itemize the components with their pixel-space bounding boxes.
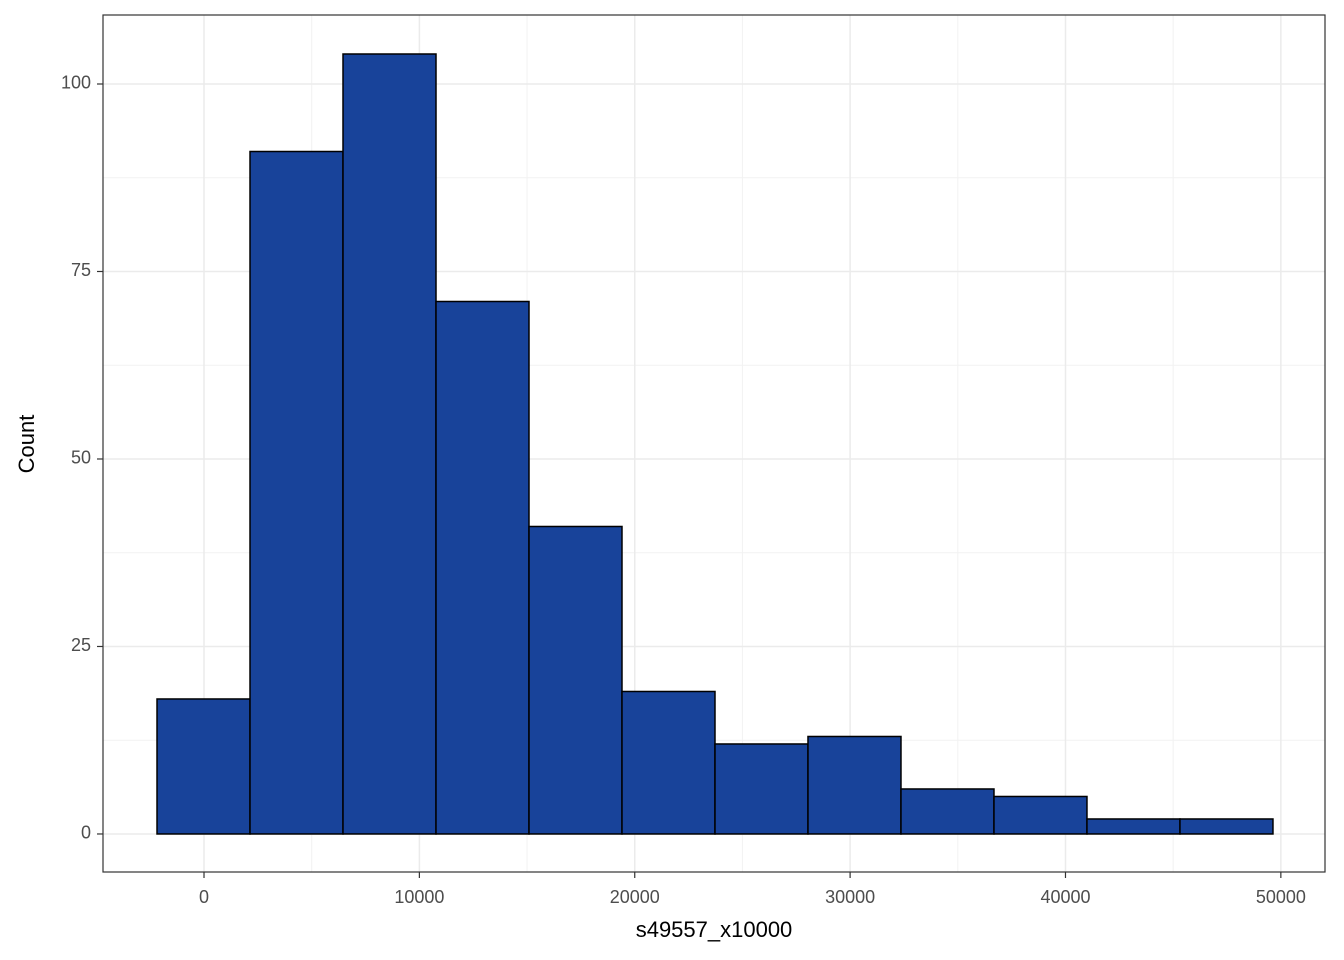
x-tick-label: 10000 [394, 887, 444, 907]
bar [714, 743, 809, 835]
bar [342, 53, 437, 835]
x-tick-label: 0 [199, 887, 209, 907]
bar [249, 150, 344, 835]
bars [156, 53, 1274, 835]
bar [1179, 818, 1274, 835]
y-tick-label: 0 [81, 823, 91, 843]
y-tick-label: 25 [71, 635, 91, 655]
x-tick-label: 30000 [825, 887, 875, 907]
bar [621, 690, 716, 835]
x-tick-label: 20000 [610, 887, 660, 907]
x-tick-label: 40000 [1040, 887, 1090, 907]
y-tick-label: 100 [61, 73, 91, 93]
bar [435, 300, 530, 835]
bar [156, 698, 251, 835]
y-tick-label: 50 [71, 448, 91, 468]
x-axis-title: s49557_x10000 [636, 917, 793, 942]
bar [900, 788, 995, 835]
y-axis-title: Count [14, 415, 39, 474]
bar [993, 795, 1088, 835]
bar [1086, 818, 1181, 835]
bar [528, 525, 623, 835]
bar [807, 735, 902, 835]
y-tick-label: 75 [71, 260, 91, 280]
panel-border [102, 14, 1326, 873]
x-tick-label: 50000 [1256, 887, 1306, 907]
